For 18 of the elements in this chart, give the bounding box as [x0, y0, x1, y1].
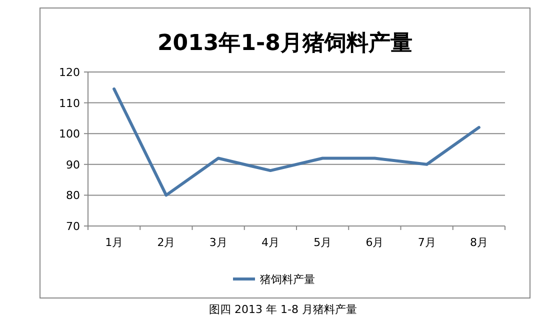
x-tick-label: 5月 [314, 236, 332, 249]
y-tick-label: 90 [66, 158, 80, 172]
text: 图四 2013 年 1-8 月猪料产量 [209, 303, 357, 316]
x-tick-label: 7月 [418, 236, 436, 249]
x-tick-label: 4月 [261, 236, 280, 249]
line-series [112, 87, 480, 197]
y-tick-label: 100 [59, 128, 80, 141]
y-tick-label: 110 [59, 96, 80, 110]
x-tick-label: 1月 [105, 236, 124, 249]
x-tick-label: 2月 [157, 236, 176, 249]
chart-title: 2013年1-8月猪饲料产量 [158, 30, 412, 56]
y-tick-label: 70 [66, 220, 80, 233]
legend-label: 猪饲料产量 [260, 273, 315, 286]
x-tick-label: 3月 [209, 236, 228, 249]
y-tick-label: 120 [59, 66, 80, 79]
x-tick-label: 8月 [470, 236, 488, 249]
x-tick-label: 6月 [366, 236, 384, 249]
y-tick-label: 80 [66, 189, 80, 202]
